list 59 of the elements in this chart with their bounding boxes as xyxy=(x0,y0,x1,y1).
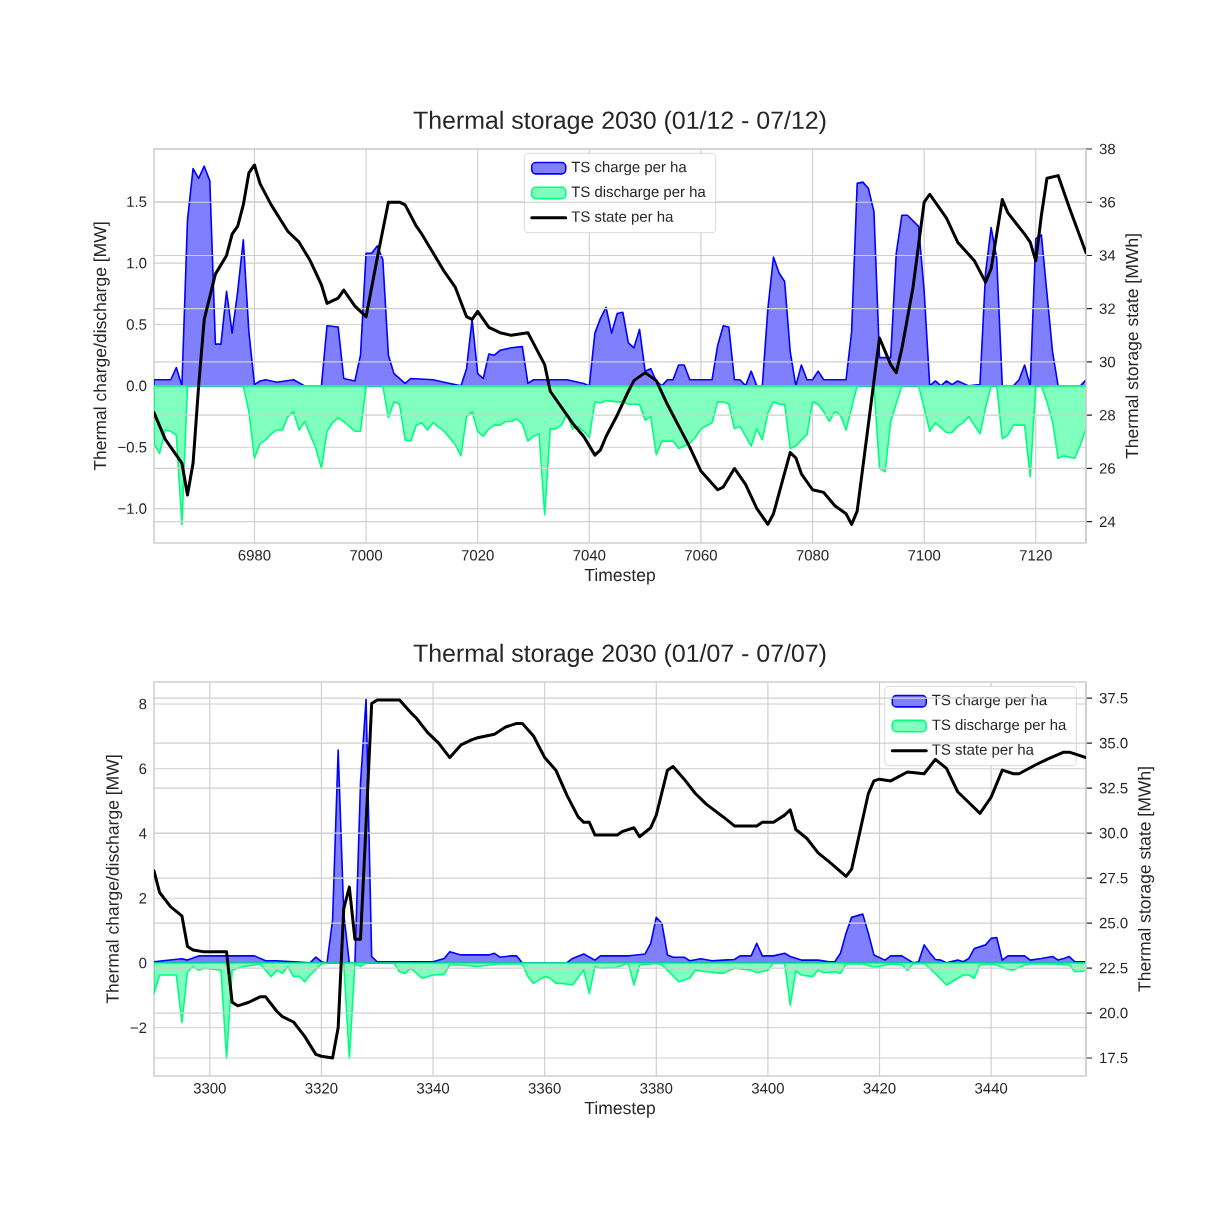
x-tick-label: 7000 xyxy=(350,550,383,561)
legend-label: TS charge per ha xyxy=(571,161,687,176)
y-tick-label: 2 xyxy=(139,893,147,904)
chart-title: Thermal storage 2030 (01/07 - 07/07) xyxy=(413,643,826,667)
y-axis-title: Thermal charge/discharge [MW] xyxy=(93,222,110,471)
legend-label: TS discharge per ha xyxy=(571,186,706,200)
x-axis-title: Timestep xyxy=(584,1101,655,1118)
y2-tick-label: 32 xyxy=(1099,303,1115,315)
y-tick-label: −2 xyxy=(130,1022,147,1033)
x-tick-label: 3420 xyxy=(863,1083,896,1094)
x-tick-label: 7040 xyxy=(573,550,606,561)
y2-tick-label: 34 xyxy=(1099,250,1116,261)
x-tick-label: 7120 xyxy=(1019,550,1052,561)
y-tick-label: 0.0 xyxy=(126,380,147,392)
y2-tick-label: 37.5 xyxy=(1099,692,1128,704)
legend-label: TS discharge per ha xyxy=(932,719,1067,734)
y-tick-label: 6 xyxy=(139,763,147,775)
y2-tick-label: 25.0 xyxy=(1099,917,1128,929)
y2-tick-label: 28 xyxy=(1099,409,1116,421)
y2-tick-label: 36 xyxy=(1099,196,1116,208)
y-tick-label: 0 xyxy=(139,957,147,969)
legend-label: TS state per ha xyxy=(932,743,1034,758)
y2-tick-label: 30.0 xyxy=(1099,827,1128,839)
y2-tick-label: 22.5 xyxy=(1099,962,1128,974)
x-tick-label: 7080 xyxy=(796,550,829,561)
x-tick-label: 3320 xyxy=(305,1083,338,1094)
y2-axis-title: Thermal storage state [MWh] xyxy=(1137,767,1155,992)
x-tick-label: 3380 xyxy=(640,1083,673,1094)
y2-tick-label: 27.5 xyxy=(1099,872,1128,884)
y2-tick-label: 30 xyxy=(1099,356,1116,368)
x-axis-title: Timestep xyxy=(584,568,655,585)
y2-tick-label: 38 xyxy=(1099,143,1116,155)
x-tick-label: 3440 xyxy=(975,1083,1008,1094)
y-tick-label: −1.0 xyxy=(118,503,147,514)
y2-tick-label: 35.0 xyxy=(1099,737,1128,749)
y2-tick-label: 26 xyxy=(1099,463,1116,474)
x-tick-label: 3360 xyxy=(528,1083,561,1094)
x-tick-label: 7020 xyxy=(461,550,494,561)
x-tick-label: 7060 xyxy=(685,550,717,561)
y2-axis-title: Thermal storage state [MWh] xyxy=(1125,234,1142,459)
chart-title: Thermal storage 2030 (01/12 - 07/12) xyxy=(413,110,826,134)
x-tick-label: 7100 xyxy=(908,550,941,561)
y-tick-label: −0.5 xyxy=(118,441,147,453)
legend-label: TS state per ha xyxy=(571,210,674,225)
legend-label: TS charge per ha xyxy=(932,694,1048,709)
y-tick-label: 1.0 xyxy=(127,257,147,269)
y-axis-title: Thermal charge/discharge [MW] xyxy=(105,755,123,1004)
x-tick-label: 3400 xyxy=(751,1083,784,1094)
y-tick-label: 4 xyxy=(139,828,147,839)
y-tick-label: 0.5 xyxy=(126,319,147,330)
y-tick-label: 1.5 xyxy=(127,196,147,207)
x-tick-label: 3300 xyxy=(193,1083,226,1094)
y-tick-label: 8 xyxy=(139,698,147,710)
y2-tick-label: 20.0 xyxy=(1099,1007,1128,1019)
y2-tick-label: 24 xyxy=(1099,516,1116,527)
x-tick-label: 6980 xyxy=(238,550,271,561)
x-tick-label: 3340 xyxy=(416,1083,450,1094)
y2-tick-label: 32.5 xyxy=(1099,782,1128,794)
y2-tick-label: 17.5 xyxy=(1100,1052,1128,1064)
